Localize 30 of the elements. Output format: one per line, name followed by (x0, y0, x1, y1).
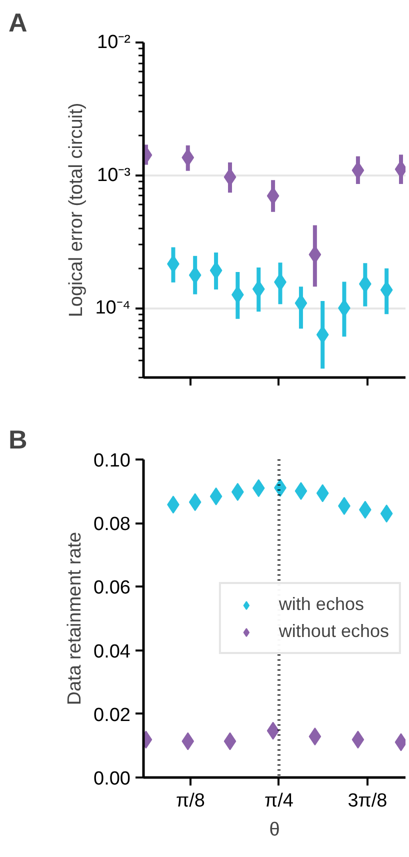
chart-title: A (8, 8, 28, 38)
point (252, 479, 265, 498)
point (308, 727, 322, 746)
legend-label: with echos (278, 594, 364, 615)
y-tick-label: 10⁻³ (97, 164, 131, 186)
point (352, 730, 364, 749)
point (316, 484, 329, 502)
point (266, 722, 280, 740)
chart-title: B (8, 424, 28, 454)
y-axis-title: Data retainment rate (64, 532, 86, 706)
y-tick-label: 0.08 (94, 514, 131, 536)
y-tick-label: 0.00 (94, 768, 131, 790)
y-tick-label: 0.06 (94, 578, 131, 599)
point (294, 482, 308, 500)
legend-label: without echos (278, 621, 389, 642)
y-tick-label: 0.02 (94, 704, 131, 726)
point (224, 732, 236, 750)
x-tick-label: 3π/8 (348, 790, 388, 812)
point (380, 504, 393, 523)
point (182, 732, 194, 750)
x-tick-label: π/4 (264, 790, 294, 812)
point (188, 493, 202, 512)
y-tick-label: 0.04 (94, 641, 131, 662)
y-tick-label: 10⁻⁴ (95, 298, 131, 319)
point (210, 487, 222, 506)
x-tick-label: π/8 (176, 790, 206, 812)
x-axis-title: θ (269, 820, 280, 840)
y-tick-label: 0.10 (94, 450, 131, 472)
y-tick-label: 10⁻² (97, 32, 131, 53)
y-axis-title: Logical error (total circuit) (66, 102, 88, 318)
